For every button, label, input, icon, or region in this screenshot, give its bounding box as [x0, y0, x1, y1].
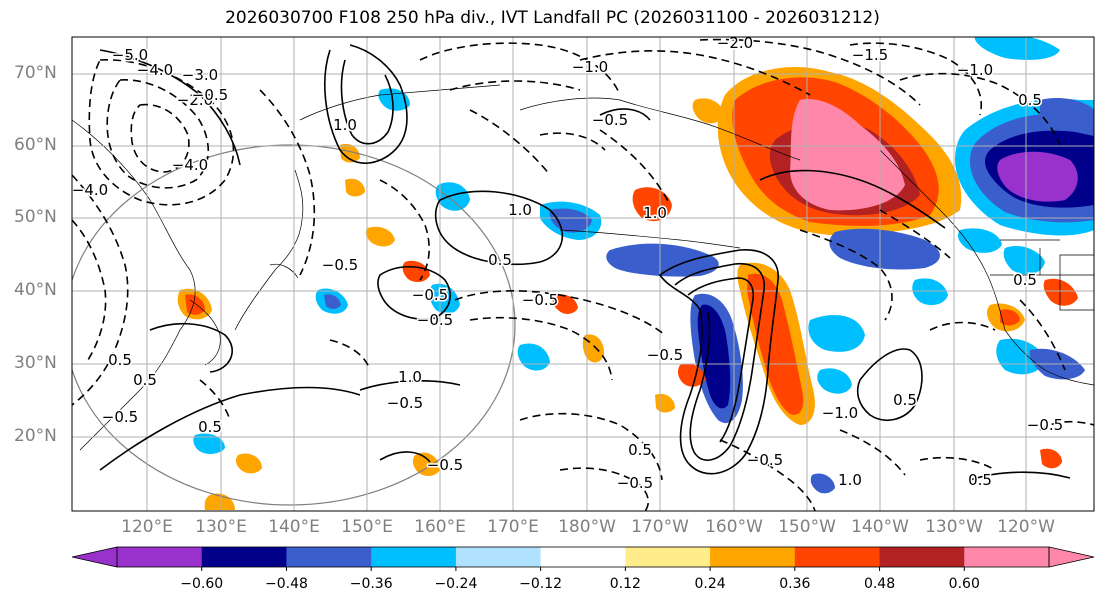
contour-label: 0.5 [488, 251, 512, 269]
plot-area: −5.0−4.0 −3.0−2.0−0.5−4.0−4.01.01.0 1.0−0.… [72, 34, 1094, 511]
plot-frame [71, 36, 1095, 512]
colorbar-frame [116, 546, 1050, 568]
longitude-label: 130°E [195, 517, 247, 537]
contour-label: 0.5 [198, 418, 222, 436]
colorbar-segment [286, 547, 372, 567]
contour-label: −4.0 [72, 181, 108, 199]
colorbar-tick-label: 0.24 [694, 576, 726, 592]
contour-label: −2.0 [177, 91, 213, 109]
contour-label: 1.0 [643, 204, 667, 222]
longitude-label: 170°E [487, 517, 539, 537]
contour-label: −0.5 [592, 111, 628, 129]
contour-label: −0.5 [747, 451, 783, 469]
longitude-label: 120°W [997, 517, 1055, 537]
contour-label: 1.0 [508, 201, 532, 219]
colorbar-segment [540, 547, 626, 567]
contour-label: −1.5 [852, 46, 888, 64]
colorbar-segment [455, 547, 542, 567]
colorbar-segment [879, 547, 965, 567]
colorbar-tick-label: 0.36 [779, 576, 811, 592]
colorbar-segment [964, 547, 1050, 567]
latitude-label: 70°N [14, 63, 57, 83]
colorbar-segment [201, 547, 287, 567]
contour-label: −2.0 [717, 34, 753, 52]
contour-label: 1.0 [333, 116, 357, 134]
contour-label: −1.0 [957, 61, 993, 79]
contour-label: 0.5 [893, 391, 917, 409]
latitude-label: 50°N [14, 207, 57, 227]
longitude-label: 160°W [705, 517, 763, 537]
divergence-contours-negative [72, 38, 1094, 511]
contour-label: −0.5 [387, 394, 423, 412]
colorbar-tick-label: 0.60 [948, 576, 980, 592]
colorbar-tick-label: 0.48 [863, 576, 896, 592]
contour-label: 0.5 [1018, 91, 1042, 109]
contour-label: −3.0 [182, 66, 218, 84]
contour-label: 0.5 [628, 441, 652, 459]
longitude-label: 150°W [778, 517, 836, 537]
latitude-label: 60°N [14, 135, 57, 155]
contour-label: 0.5 [108, 351, 132, 369]
longitude-label: 140°E [268, 517, 320, 537]
colorbar-tick-label: 0.12 [609, 576, 641, 592]
contour-label: −1.0 [572, 58, 608, 76]
colorbar-tick-label: −0.48 [265, 576, 308, 592]
longitude-label: 180°W [558, 517, 616, 537]
longitude-label: 160°E [414, 517, 466, 537]
colorbar-tick-label: −0.24 [434, 576, 478, 592]
contour-label: 1.0 [838, 471, 862, 489]
colorbar [71, 546, 1095, 571]
map-title: 2026030700 F108 250 hPa div., IVT Landfa… [225, 8, 880, 28]
contour-label: −5.0 [112, 46, 148, 64]
colorbar-segment [371, 547, 457, 567]
contour-label: −0.5 [322, 256, 358, 274]
divergence-contours [99, 44, 1071, 481]
latitude-label: 20°N [14, 426, 57, 446]
contour-label: −0.5 [1027, 416, 1063, 434]
longitude-label: 150°E [341, 517, 393, 537]
contour-label: −0.5 [412, 286, 448, 304]
contour-label: −4.0 [137, 61, 173, 79]
colorbar-tick-label: −0.36 [349, 576, 393, 592]
longitude-label: 120°E [121, 517, 173, 537]
contour-label: 0.5 [133, 371, 157, 389]
colorbar-segment [710, 547, 796, 567]
reference-circle [72, 144, 516, 506]
contour-label: 1.0 [398, 368, 422, 386]
colorbar-segment [794, 547, 881, 567]
longitude-label: 170°W [631, 517, 689, 537]
shaded-field [177, 37, 1094, 510]
contour-label: 0.5 [1013, 271, 1037, 289]
gridlines [72, 37, 1094, 511]
colorbar-max-extend [1048, 546, 1095, 568]
contour-label: −0.5 [427, 456, 463, 474]
colorbar-min-extend [71, 546, 118, 568]
colorbar-tick-label: −0.12 [519, 576, 563, 592]
colorbar-segment [117, 547, 203, 567]
colorbar-segment [625, 547, 711, 567]
contour-label: −1.0 [822, 404, 858, 422]
colorbar-tick-label: −0.60 [180, 576, 224, 592]
contour-label: −0.5 [192, 86, 228, 104]
contour-label: −0.5 [417, 311, 453, 329]
contour-label: −0.5 [522, 291, 558, 309]
latitude-label: 30°N [14, 353, 57, 373]
latitude-label: 40°N [14, 280, 57, 300]
contour-label: −0.5 [102, 408, 138, 426]
contour-label: −0.5 [617, 474, 653, 492]
contour-label: −4.0 [172, 156, 208, 174]
contour-label: 0.5 [968, 471, 992, 489]
longitude-label: 130°W [925, 517, 983, 537]
contour-labels: −5.0−4.0 −3.0−2.0−0.5−4.0−4.01.01.0 1.0−0.… [72, 34, 1065, 494]
longitude-label: 140°W [851, 517, 909, 537]
contour-label: −0.5 [647, 346, 683, 364]
